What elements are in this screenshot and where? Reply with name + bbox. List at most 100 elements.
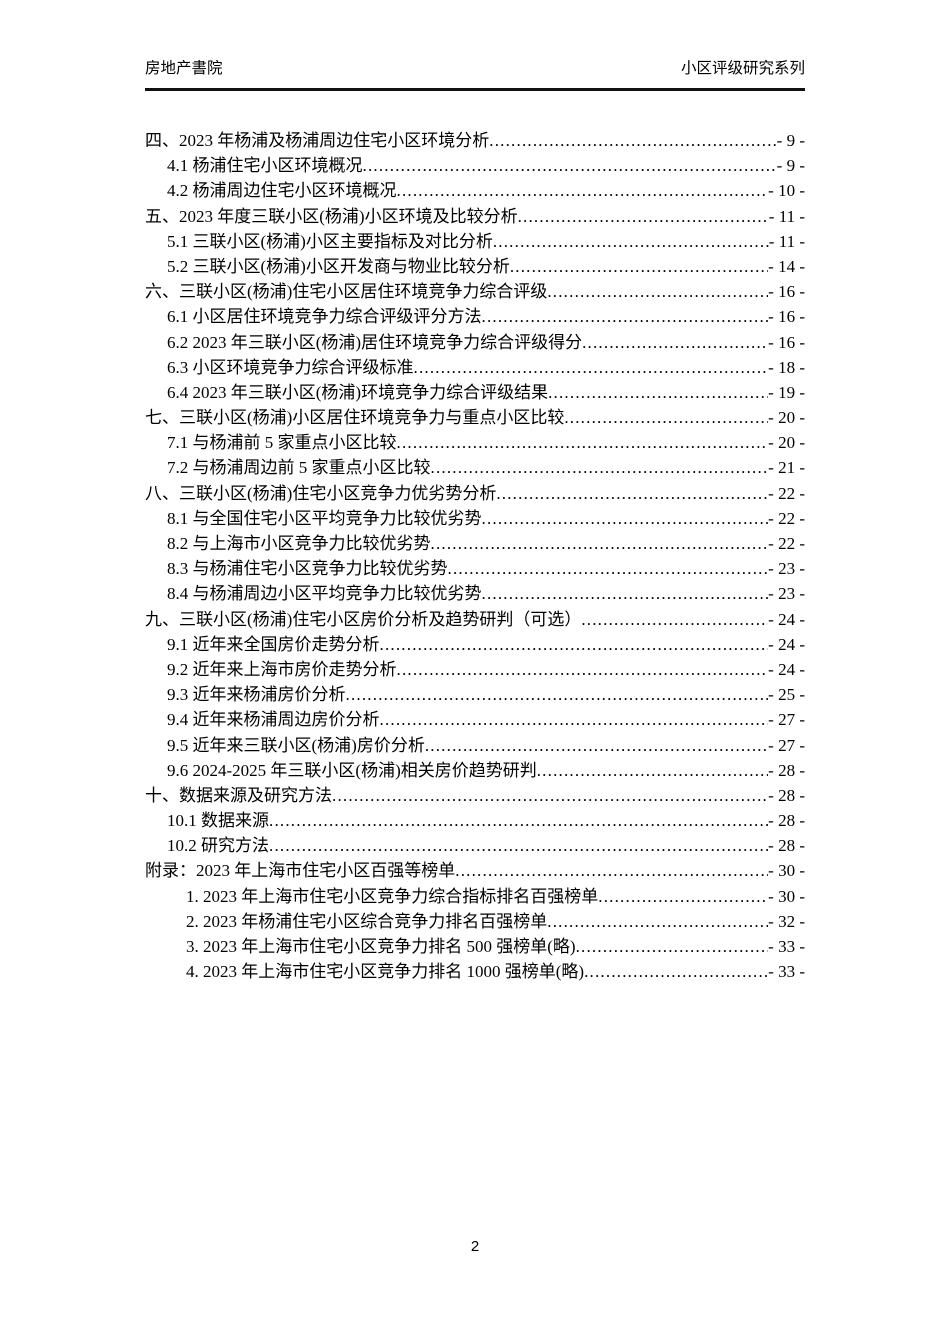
toc-leader-dots: [493, 229, 769, 254]
toc-entry[interactable]: 5.2 三联小区(杨浦)小区开发商与物业比较分析 - 14 -: [145, 254, 805, 279]
toc-entry-page: - 22 -: [768, 534, 805, 553]
toc-entry[interactable]: 7.2 与杨浦周边前 5 家重点小区比较 - 21 -: [145, 455, 805, 480]
toc-leader-dots: [332, 783, 768, 808]
toc-entry-page: - 30 -: [768, 861, 805, 881]
toc-entry-page: - 33 -: [768, 962, 805, 982]
toc-entry-label: 四、2023 年杨浦及杨浦周边住宅小区环境分析: [145, 131, 490, 150]
toc-entry-label: 10.2 研究方法: [167, 836, 269, 856]
toc-entry[interactable]: 6.1 小区居住环境竞争力综合评级评分方法 - 16 -: [145, 304, 805, 329]
toc-entry[interactable]: 1. 2023 年上海市住宅小区竞争力综合指标排名百强榜单 - 30 -: [145, 884, 805, 909]
toc-entry-label: 4.1 杨浦住宅小区环境概况: [167, 156, 363, 176]
toc-entry-label: 10.1 数据来源: [167, 811, 269, 831]
toc-leader-dots: [455, 858, 768, 883]
toc-entry-page: - 30 -: [768, 886, 805, 906]
toc-leader-dots: [537, 758, 768, 783]
header-left-text: 房地产書院: [145, 60, 223, 77]
header-divider: [145, 88, 805, 91]
toc-entry[interactable]: 7.1 与杨浦前 5 家重点小区比较 - 20 -: [145, 430, 805, 455]
toc-entry-label: 七、三联小区(杨浦)小区居住环境竞争力与重点小区比较: [145, 408, 565, 428]
toc-entry[interactable]: 六、三联小区(杨浦)住宅小区居住环境竞争力综合评级 - 16 -: [145, 279, 805, 304]
toc-entry[interactable]: 8.3 与杨浦住宅小区竞争力比较优劣势 - 23 -: [145, 556, 805, 581]
toc-entry[interactable]: 9.1 近年来全国房价走势分析 - 24 -: [145, 632, 805, 657]
toc-entry-page: - 22 -: [768, 508, 805, 528]
toc-entry[interactable]: 七、三联小区(杨浦)小区居住环境竞争力与重点小区比较 - 20 -: [145, 405, 805, 430]
toc-entry-label: 5.2 三联小区(杨浦)小区开发商与物业比较分析: [167, 256, 510, 276]
toc-leader-dots: [482, 506, 769, 531]
toc-entry-label: 十、数据来源及研究方法: [145, 785, 332, 805]
toc-entry-label: 8.1 与全国住宅小区平均竞争力比较优劣势: [167, 508, 482, 528]
page-number: 2: [470, 1238, 480, 1255]
toc-entry-page: - 24 -: [768, 659, 805, 679]
toc-entry[interactable]: 9.3 近年来杨浦房价分析 - 25 -: [145, 682, 805, 707]
toc-entry[interactable]: 8.2 与上海市小区竞争力比较优劣势 - 22 -: [145, 531, 805, 556]
toc-entry[interactable]: 4.2 杨浦周边住宅小区环境概况 - 10 -: [145, 178, 805, 203]
toc-entry[interactable]: 附录：2023 年上海市住宅小区百强等榜单 - 30 -: [145, 858, 805, 883]
toc-entry-label: 8.2 与上海市小区竞争力比较优劣势: [167, 534, 431, 553]
toc-entry[interactable]: 四、2023 年杨浦及杨浦周边住宅小区环境分析 - 9 -: [145, 128, 805, 153]
toc-entry-label: 7.1 与杨浦前 5 家重点小区比较: [167, 433, 397, 453]
toc-entry[interactable]: 9.2 近年来上海市房价走势分析 - 24 -: [145, 657, 805, 682]
toc-entry-page: - 33 -: [768, 937, 805, 956]
toc-entry[interactable]: 10.1 数据来源 - 28 -: [145, 808, 805, 833]
toc-leader-dots: [598, 884, 768, 909]
toc-entry-page: - 28 -: [768, 785, 805, 805]
toc-entry-page: - 32 -: [768, 911, 805, 931]
toc-entry[interactable]: 8.4 与杨浦周边小区平均竞争力比较优劣势 - 23 -: [145, 581, 805, 606]
toc-leader-dots: [414, 355, 769, 380]
toc-leader-dots: [269, 808, 768, 833]
toc-entry[interactable]: 8.1 与全国住宅小区平均竞争力比较优劣势 - 22 -: [145, 506, 805, 531]
toc-leader-dots: [510, 254, 768, 279]
toc-leader-dots: [380, 707, 769, 732]
toc-leader-dots: [425, 733, 768, 758]
toc-entry[interactable]: 9.4 近年来杨浦周边房价分析 - 27 -: [145, 707, 805, 732]
toc-entry-page: - 23 -: [768, 584, 805, 604]
toc-entry[interactable]: 5.1 三联小区(杨浦)小区主要指标及对比分析 - 11 -: [145, 229, 805, 254]
toc-leader-dots: [269, 833, 768, 858]
toc-entry-label: 八、三联小区(杨浦)住宅小区竞争力优劣势分析: [145, 483, 497, 503]
toc-entry-page: - 18 -: [768, 357, 805, 377]
toc-entry[interactable]: 九、三联小区(杨浦)住宅小区房价分析及趋势研判（可选） - 24 -: [145, 607, 805, 632]
toc-entry-label: 6.4 2023 年三联小区(杨浦)环境竞争力综合评级结果: [167, 382, 549, 402]
toc-entry[interactable]: 6.4 2023 年三联小区(杨浦)环境竞争力综合评级结果 - 19 -: [145, 380, 805, 405]
toc-entry[interactable]: 五、2023 年度三联小区(杨浦)小区环境及比较分析 - 11 -: [145, 204, 805, 229]
toc-leader-dots: [576, 934, 769, 959]
toc-entry[interactable]: 9.5 近年来三联小区(杨浦)房价分析 - 27 -: [145, 733, 805, 758]
toc-leader-dots: [581, 607, 768, 632]
toc-entry-label: 3. 2023 年上海市住宅小区竞争力排名 500 强榜单(略): [186, 937, 576, 956]
toc-entry-label: 5.1 三联小区(杨浦)小区主要指标及对比分析: [167, 231, 493, 251]
toc-leader-dots: [482, 304, 769, 329]
toc-entry-label: 8.4 与杨浦周边小区平均竞争力比较优劣势: [167, 584, 482, 604]
page-header: 房地产書院 小区评级研究系列: [145, 58, 805, 86]
toc-entry-page: - 19 -: [768, 382, 805, 402]
toc-entry[interactable]: 4.1 杨浦住宅小区环境概况 - 9 -: [145, 153, 805, 178]
toc-entry-label: 6.2 2023 年三联小区(杨浦)居住环境竞争力综合评级得分: [167, 332, 583, 352]
toc-entry-page: - 16 -: [768, 282, 805, 302]
toc-entry[interactable]: 4. 2023 年上海市住宅小区竞争力排名 1000 强榜单(略) - 33 -: [145, 959, 805, 984]
toc-entry-page: - 23 -: [768, 559, 805, 579]
toc-entry[interactable]: 10.2 研究方法 - 28 -: [145, 833, 805, 858]
toc-entry-page: - 27 -: [768, 710, 805, 730]
toc-entry-label: 9.3 近年来杨浦房价分析: [167, 685, 346, 705]
toc-entry-label: 6.1 小区居住环境竞争力综合评级评分方法: [167, 307, 482, 327]
toc-entry-label: 7.2 与杨浦周边前 5 家重点小区比较: [167, 458, 431, 478]
toc-leader-dots: [482, 581, 769, 606]
toc-entry[interactable]: 2. 2023 年杨浦住宅小区综合竞争力排名百强榜单 - 32 -: [145, 909, 805, 934]
toc-entry-label: 4. 2023 年上海市住宅小区竞争力排名 1000 强榜单(略): [186, 962, 585, 982]
toc-leader-dots: [397, 657, 769, 682]
toc-entry-page: - 24 -: [768, 609, 805, 629]
toc-leader-dots: [496, 481, 768, 506]
toc-entry-page: - 16 -: [768, 332, 805, 352]
toc-leader-dots: [431, 531, 769, 556]
toc-entry[interactable]: 3. 2023 年上海市住宅小区竞争力排名 500 强榜单(略) - 33 -: [145, 934, 805, 959]
toc-leader-dots: [363, 153, 777, 178]
toc-leader-dots: [380, 632, 769, 657]
toc-list: 四、2023 年杨浦及杨浦周边住宅小区环境分析 - 9 - 4.1 杨浦住宅小区…: [145, 128, 805, 984]
toc-entry[interactable]: 十、数据来源及研究方法 - 28 -: [145, 783, 805, 808]
toc-entry-label: 1. 2023 年上海市住宅小区竞争力综合指标排名百强榜单: [186, 886, 599, 906]
toc-entry[interactable]: 6.3 小区环境竞争力综合评级标准 - 18 -: [145, 355, 805, 380]
toc-entry[interactable]: 9.6 2024-2025 年三联小区(杨浦)相关房价趋势研判 - 28 -: [145, 758, 805, 783]
toc-entry[interactable]: 6.2 2023 年三联小区(杨浦)居住环境竞争力综合评级得分 - 16 -: [145, 330, 805, 355]
toc-entry-label: 4.2 杨浦周边住宅小区环境概况: [167, 181, 397, 201]
toc-entry[interactable]: 八、三联小区(杨浦)住宅小区竞争力优劣势分析 - 22 -: [145, 481, 805, 506]
toc-entry-label: 五、2023 年度三联小区(杨浦)小区环境及比较分析: [145, 206, 518, 226]
